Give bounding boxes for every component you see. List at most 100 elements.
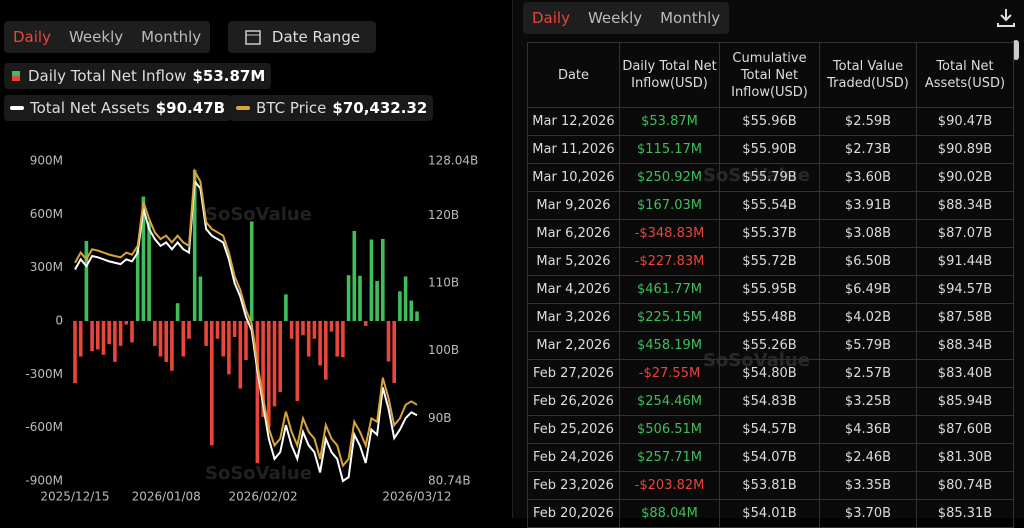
table-cell: $257.71M <box>619 443 720 472</box>
y-tick-label: 0 <box>55 314 63 328</box>
table-cell: $83.40B <box>916 359 1014 388</box>
table-cell: $3.60B <box>819 163 917 192</box>
table-cell: Mar 4,2026 <box>527 275 620 304</box>
tab[interactable]: Weekly <box>68 28 124 46</box>
table-cell: $225.15M <box>619 303 720 332</box>
bar <box>392 321 396 384</box>
bar <box>84 241 89 321</box>
bar <box>244 321 248 361</box>
legend-value: $90.47B <box>155 99 226 117</box>
y2-tick-label: 120B <box>428 208 459 222</box>
download-icon[interactable] <box>995 6 1017 28</box>
table-row: Feb 24,2026 $257.71M $54.07B $2.46B $81.30B <box>527 443 1014 472</box>
table-cell: $91.44B <box>916 247 1014 276</box>
table-cell: Mar 9,2026 <box>527 191 620 220</box>
table-cell: $2.46B <box>819 443 917 472</box>
bar <box>318 321 322 366</box>
bar <box>306 321 311 357</box>
table-cell: $85.94B <box>916 387 1014 416</box>
bar <box>352 230 357 321</box>
table-cell: $55.72B <box>719 247 820 276</box>
table-cell: $4.36B <box>819 415 917 444</box>
bar <box>363 321 368 326</box>
bar <box>403 276 408 321</box>
bar <box>261 321 265 417</box>
bar <box>249 221 254 321</box>
tab[interactable]: Monthly <box>660 9 721 27</box>
table-row: Mar 5,2026 -$227.83M $55.72B $6.50B $91.44B <box>527 247 1014 276</box>
x-tick-label: 2026/03/12 <box>382 490 451 504</box>
y2-tick-label: 80.74B <box>428 474 471 488</box>
table-cell: $54.83B <box>719 387 820 416</box>
x-tick-label: 2025/12/15 <box>40 490 109 504</box>
table-cell: $3.08B <box>819 219 917 248</box>
table-cell: $54.01B <box>719 499 820 528</box>
bar <box>170 321 174 371</box>
table-row: Feb 23,2026 -$203.82M $53.81B $3.35B $80.74B <box>527 471 1014 500</box>
table-cell: $6.50B <box>819 247 917 276</box>
table-cell: Feb 24,2026 <box>527 443 620 472</box>
legend-btc: BTC Price $70,432.32 <box>230 95 434 121</box>
watermark: SoSoValue <box>205 204 312 225</box>
x-tick-label: 2026/01/08 <box>132 490 201 504</box>
header-cell: Total Net Assets(USD) <box>916 42 1014 108</box>
bar <box>301 321 305 336</box>
table-row: Mar 3,2026 $225.15M $55.48B $4.02B $87.58B <box>527 303 1014 332</box>
bar <box>107 321 111 345</box>
bar <box>118 321 123 346</box>
scrollbar[interactable] <box>1013 40 1019 60</box>
tab[interactable]: Monthly <box>141 28 202 46</box>
table-cell: $53.87M <box>619 107 720 136</box>
table-cell: $55.26B <box>719 331 820 360</box>
table-cell: $458.19M <box>619 331 720 360</box>
table-cell: Mar 11,2026 <box>527 135 620 164</box>
legend-value: $70,432.32 <box>332 99 428 117</box>
watermark: SoSoValue <box>205 463 312 484</box>
legend-swatch <box>12 71 20 81</box>
table-cell: Mar 6,2026 <box>527 219 620 248</box>
bar <box>409 300 414 321</box>
legend-assets: Total Net Assets $90.47B <box>4 95 232 121</box>
table-row: Feb 26,2026 $254.46M $54.83B $3.25B $85.94B <box>527 387 1014 416</box>
header-cell: Daily Total Net Inflow(USD) <box>619 42 720 108</box>
bar <box>329 321 334 332</box>
tab[interactable]: Weekly <box>587 9 643 27</box>
table-row: Mar 11,2026 $115.17M $55.90B $2.73B $90.89B <box>527 135 1014 164</box>
bar <box>175 303 180 321</box>
table-cell: $3.91B <box>819 191 917 220</box>
table-cell: $461.77M <box>619 275 720 304</box>
table-cell: $54.57B <box>719 415 820 444</box>
table-cell: Mar 10,2026 <box>527 163 620 192</box>
table-cell: Feb 26,2026 <box>527 387 620 416</box>
table-cell: $54.07B <box>719 443 820 472</box>
table-row: Mar 10,2026 $250.92M $55.79B $3.60B $90.02B <box>527 163 1014 192</box>
legend-label: Total Net Assets <box>30 99 150 117</box>
bar <box>124 321 129 325</box>
y-tick-label: -600M <box>25 420 63 434</box>
table-cell: $4.02B <box>819 303 917 332</box>
table-row: Feb 20,2026 $88.04M $54.01B $3.70B $85.31B <box>527 499 1014 528</box>
table-cell: Mar 12,2026 <box>527 107 620 136</box>
calendar-icon <box>245 30 261 45</box>
bar <box>204 321 208 346</box>
bar <box>181 321 186 357</box>
bar <box>198 276 203 321</box>
chart: 900M 600M 300M 0 -300M -600M -900M 128.04B 120B 1… <box>25 154 478 504</box>
legend-label: BTC Price <box>256 99 327 117</box>
tab[interactable]: Daily <box>532 9 570 27</box>
bar <box>192 169 197 321</box>
tab[interactable]: Daily <box>13 28 51 46</box>
bar <box>324 321 328 380</box>
table-cell: -$203.82M <box>619 471 720 500</box>
table-cell: $6.49B <box>819 275 917 304</box>
table-cell: $55.95B <box>719 275 820 304</box>
date-range-button[interactable]: Date Range <box>228 21 376 53</box>
bar <box>130 321 134 343</box>
table-cell: $81.30B <box>916 443 1014 472</box>
table-cell: Mar 3,2026 <box>527 303 620 332</box>
bar <box>164 321 168 362</box>
table-row: Mar 9,2026 $167.03M $55.54B $3.91B $88.34B <box>527 191 1014 220</box>
table-panel: Daily Weekly Monthly SoSoValue SoSoValue… <box>512 0 1024 528</box>
bar <box>215 321 220 339</box>
